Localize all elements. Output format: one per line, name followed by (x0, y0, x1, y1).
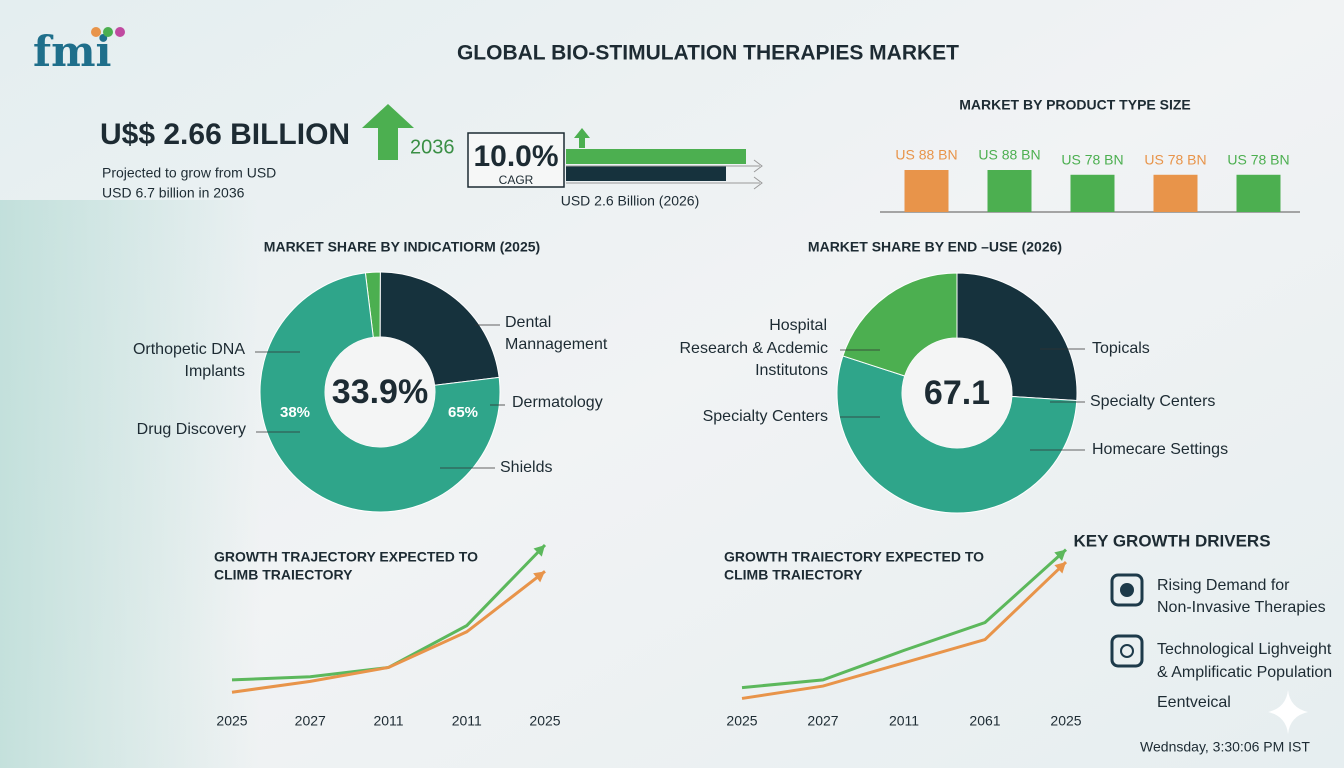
x-tick-label: 2025 (726, 713, 757, 729)
value-label: US 88 BN (978, 147, 1040, 163)
cagr-bar (566, 149, 746, 164)
chart-title: MARKET BY PRODUCT TYPE SIZE (959, 97, 1191, 113)
arrow-head (533, 571, 545, 583)
segment-label: Hospital (769, 317, 827, 334)
segment-label: Drug Discovery (137, 421, 246, 438)
headline-value: U$$ 2.66 BILLION (100, 118, 350, 151)
logo-dot (91, 27, 101, 37)
segment-label: Specialty Centers (703, 408, 828, 425)
headline-year: 2036 (410, 136, 455, 158)
segment-label: Homecare Settings (1092, 441, 1228, 458)
x-tick-label: 2025 (216, 713, 247, 729)
x-tick-label: 2011 (889, 713, 919, 729)
center-label: 33.9% (332, 373, 428, 411)
chart-title: MARKET SHARE BY INDICATIORM (2025) (264, 239, 540, 255)
segment-label: Shields (500, 459, 552, 476)
segment-label: Dermatology (512, 394, 603, 411)
segment-label: Orthopetic DNA (133, 341, 245, 358)
cagr-rule (566, 159, 763, 190)
line (231, 570, 546, 694)
cagr-note: USD 2.6 Billion (2026) (561, 193, 700, 209)
x-tick-label: 2025 (1050, 713, 1081, 729)
value-label: US 78 BN (1144, 151, 1206, 167)
drivers-title: KEY GROWTH DRIVERS (1073, 531, 1270, 550)
chart-title: GROWTH TRAJECTORY EXPECTED TO (214, 549, 478, 565)
driver-icon (1120, 583, 1134, 597)
bar (1153, 174, 1198, 212)
value-label: US 78 BN (1227, 151, 1289, 167)
segment-label: Research & Acdemic (679, 340, 828, 357)
x-tick-label: 2027 (807, 713, 838, 729)
line (741, 548, 1068, 690)
chart-title: CLIMB TRAIECTORY (724, 567, 863, 583)
title: GLOBAL BIO-STIMULATION THERAPIES MARKET (457, 42, 959, 65)
donut-hole (902, 338, 1012, 448)
driver-icon (1120, 644, 1134, 658)
driver-icon (1110, 634, 1144, 668)
driver-text: Non-Invasive Therapies (1157, 599, 1326, 616)
percent-label: 65% (448, 404, 478, 421)
chart-title: CLIMB TRAIECTORY (214, 567, 353, 583)
value-label: US 88 BN (895, 147, 957, 163)
x-tick-label: 2027 (295, 713, 326, 729)
segment-label: Specialty Centers (1090, 393, 1215, 410)
x-tick-label: 2011 (452, 713, 482, 729)
background-glow (0, 200, 260, 768)
logo-dot (115, 27, 125, 37)
x-tick-label: 2061 (969, 713, 1000, 729)
segment-label: Topicals (1092, 340, 1150, 357)
driver-text: Rising Demand for (1157, 577, 1290, 594)
segment-label: Mannagement (505, 336, 608, 353)
arrow-head (533, 545, 545, 557)
driver-text: & Amplificatic Population (1157, 664, 1332, 681)
cagr-value: 10.0% (473, 140, 558, 173)
arrow-head (1054, 549, 1066, 561)
chart-title: GROWTH TRAIECTORY EXPECTED TO (724, 549, 984, 565)
sparkle (1268, 690, 1308, 734)
driver-icon (1110, 573, 1144, 607)
cagr-box (467, 132, 565, 188)
up-arrow (362, 104, 414, 160)
bar (1236, 174, 1281, 212)
timestamp: Wednsday, 3:30:06 PM IST (1140, 739, 1310, 755)
logo-dot (103, 27, 113, 37)
headline-desc: Projected to grow from USD (102, 165, 276, 181)
bar (1070, 174, 1115, 212)
segment-label: Institutons (755, 362, 828, 379)
bar (904, 170, 949, 212)
small-arrow (574, 128, 590, 148)
cagr-bar (566, 166, 726, 181)
x-tick-label: 2025 (529, 713, 560, 729)
driver-text: Eentveical (1157, 694, 1231, 711)
cagr-label: CAGR (499, 173, 534, 187)
line (741, 560, 1068, 700)
chart-title: MARKET SHARE BY END –USE (2026) (808, 239, 1062, 255)
x-tick-label: 2011 (373, 713, 403, 729)
segment-label: Dental (505, 314, 551, 331)
bar (987, 170, 1032, 212)
value-label: US 78 BN (1061, 151, 1123, 167)
headline-desc: USD 6.7 billion in 2036 (102, 185, 245, 201)
arrow-head (1054, 562, 1066, 574)
percent-label: 38% (280, 404, 310, 421)
segment-label: Implants (185, 363, 245, 380)
driver-text: Technological Lighveight (1157, 641, 1332, 658)
center-label: 67.1 (924, 374, 990, 412)
donut-hole (325, 337, 435, 447)
